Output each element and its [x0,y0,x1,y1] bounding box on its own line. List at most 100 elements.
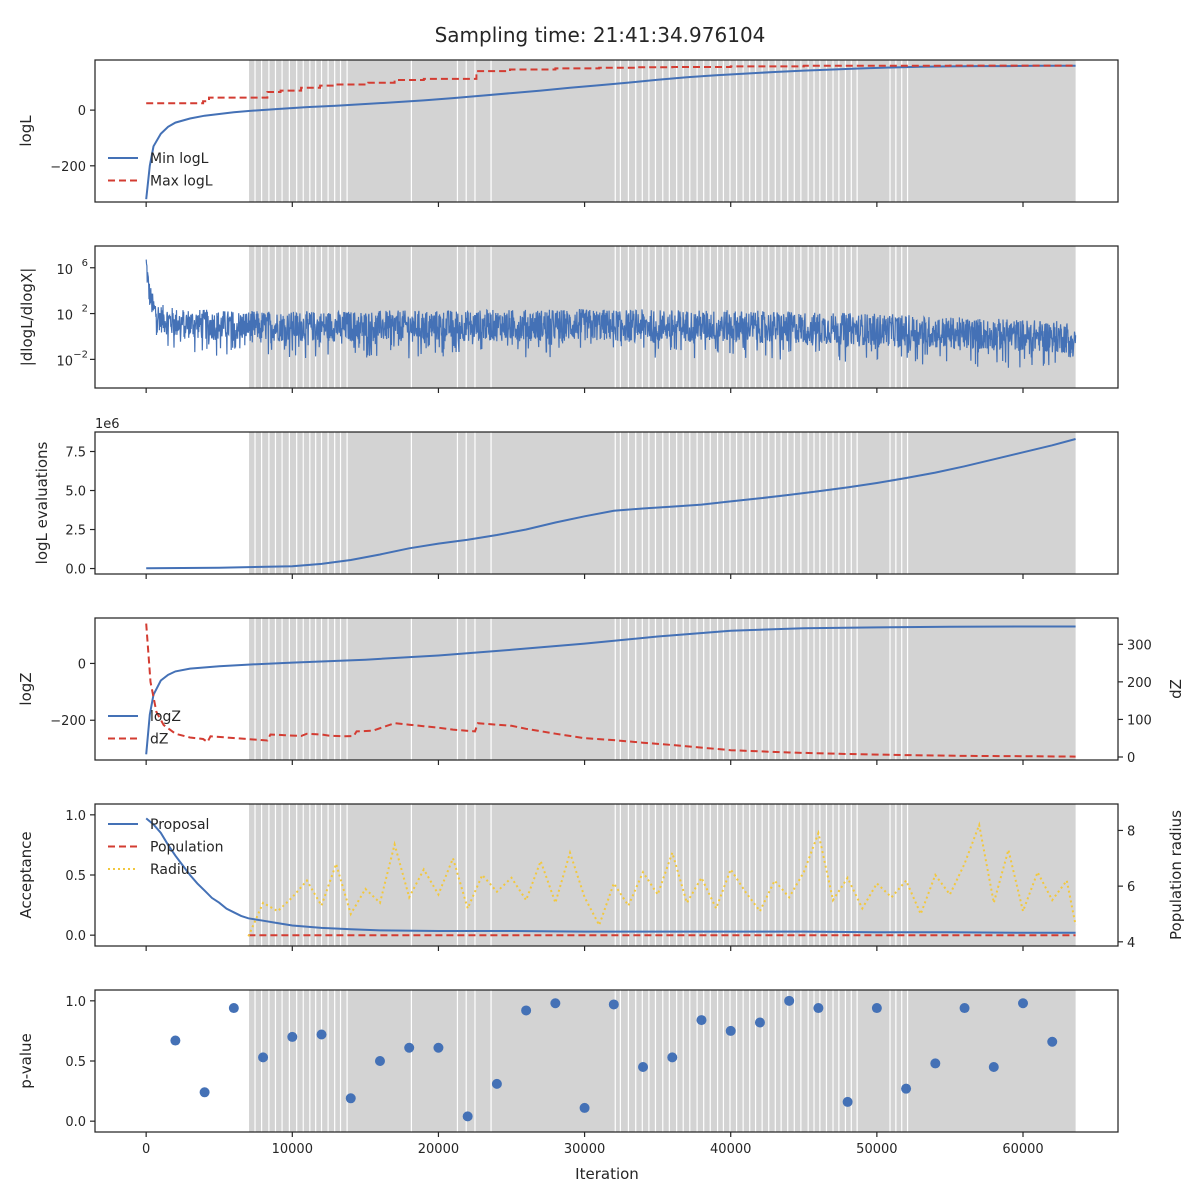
y-tick-label: 0.0 [65,563,86,578]
scatter-point [696,1015,707,1026]
y-tick-label: 0.5 [65,869,86,884]
scatter-point [871,1003,882,1014]
legend: Proposal Population Radius [108,817,224,878]
scatter-point [1047,1036,1058,1047]
scatter-point [199,1087,210,1098]
x-tick-label: 0 [142,1142,150,1157]
y-axis-label: logL [17,115,35,147]
axes-frame [94,431,1119,575]
y-right-tick-label: 100 [1127,713,1152,728]
y-tick-label: 0.5 [65,1055,86,1070]
scatter-point [959,1003,970,1014]
scatter-point [725,1025,736,1036]
x-tick-label: 50000 [856,1142,897,1157]
panel-5: 0.0 0.5 1.0 4 6 8 Population radius Acceptance P… [17,803,1185,951]
figure-title: Sampling time: 21:41:34.976104 [435,23,766,47]
y-tick-label: −200 [50,714,86,729]
y-axis-label: |dlogL/dlogX| [18,268,36,367]
scatter-point [462,1111,473,1122]
y-tick-label: 1.0 [65,809,86,824]
x-tick-label: 60000 [1002,1142,1043,1157]
scatter-point [491,1078,502,1089]
scatter-point [345,1093,356,1104]
plot-area [145,618,1076,760]
insertion-region [248,804,1076,946]
y-right-tick-label: 300 [1127,638,1152,653]
scatter-point [228,1003,239,1014]
y-right-axis-label: dZ [1167,679,1185,699]
scatter-point [521,1005,532,1016]
y-tick-label: 2.5 [65,524,86,539]
legend-label: Population [150,840,224,856]
x-tick-label: 40000 [710,1142,751,1157]
y-tick-label: −200 [50,160,86,175]
panel-4: −200 0 0 100 200 300 dZ logZ logZ dZ [17,617,1185,766]
axes-frame [94,617,1119,761]
y-tick-exponent: 2 [82,304,88,315]
scatter-point [842,1096,853,1107]
y-axis-label: logL evaluations [33,441,51,564]
y-tick-label: 0 [78,104,86,119]
y-right-tick-label: 0 [1127,751,1135,766]
x-tick-label: 20000 [418,1142,459,1157]
axes-frame [94,245,1119,389]
scatter-point [930,1058,941,1069]
axes-frame [94,59,1119,203]
scatter-point [550,998,561,1009]
y-tick-label: 10 [56,354,73,369]
y-tick-label: 0.0 [65,1115,86,1130]
y-tick-label: 10 [56,263,73,278]
series-proposal [145,817,1076,934]
scatter-point [901,1083,912,1094]
scatter-point [813,1003,824,1014]
insertion-region [248,618,1076,760]
series-dz [145,623,1076,758]
scatter-point [316,1029,327,1040]
y-axis-label: Acceptance [17,831,35,918]
y-right-tick-label: 200 [1127,676,1152,691]
plot-area [145,60,1076,202]
scatter-point [988,1062,999,1073]
legend-label: dZ [150,732,168,748]
y-tick-label: 0.0 [65,929,86,944]
y-tick-exponent: −2 [73,349,88,360]
scatter-point [1018,998,1029,1009]
x-axis-label: Iteration [575,1165,639,1183]
y-axis-label: p-value [17,1033,35,1089]
insertion-region [248,990,1076,1132]
x-tick-label: 10000 [272,1142,313,1157]
y-right-tick-label: 8 [1127,824,1135,839]
y-tick-label: 0 [78,657,86,672]
panel-3: 0.0 2.5 5.0 7.5 logL evaluations 1e6 [33,417,1119,579]
scatter-point [579,1102,590,1113]
scatter-point [638,1062,649,1073]
y-axis-label: logZ [17,672,35,705]
scatter-point [667,1052,678,1063]
y-tick-exponent: 6 [82,258,88,269]
scatter-point [170,1035,181,1046]
y-tick-label: 7.5 [65,446,86,461]
insertion-region [248,432,1076,574]
plot-area [145,804,1077,946]
series-series [146,438,1076,570]
scatter-point [754,1017,765,1028]
plot-area [145,246,1077,388]
scatter-point [374,1056,385,1066]
legend-label: Min logL [150,151,209,167]
x-tick-label: 30000 [564,1142,605,1157]
series-trace [145,259,1077,368]
legend-label: Max logL [150,174,213,190]
scatter-point [404,1042,415,1053]
panel-6: 0 10000 20000 30000 40000 50000 60000 0.0 0.5 1.0… [17,989,1119,1157]
y-right-tick-label: 6 [1127,880,1135,895]
series-min-logl [145,64,1076,200]
panel-2: 10 −210 210 6|dlogL/dlogX| [18,245,1119,393]
y-right-tick-label: 4 [1127,936,1135,951]
scatter-point [784,995,795,1006]
legend: Min logL Max logL [108,151,213,190]
legend: logZ dZ [108,709,181,748]
scatter-point [608,999,619,1010]
legend-label: logZ [150,709,181,725]
y-right-axis-label: Population radius [1167,810,1185,940]
